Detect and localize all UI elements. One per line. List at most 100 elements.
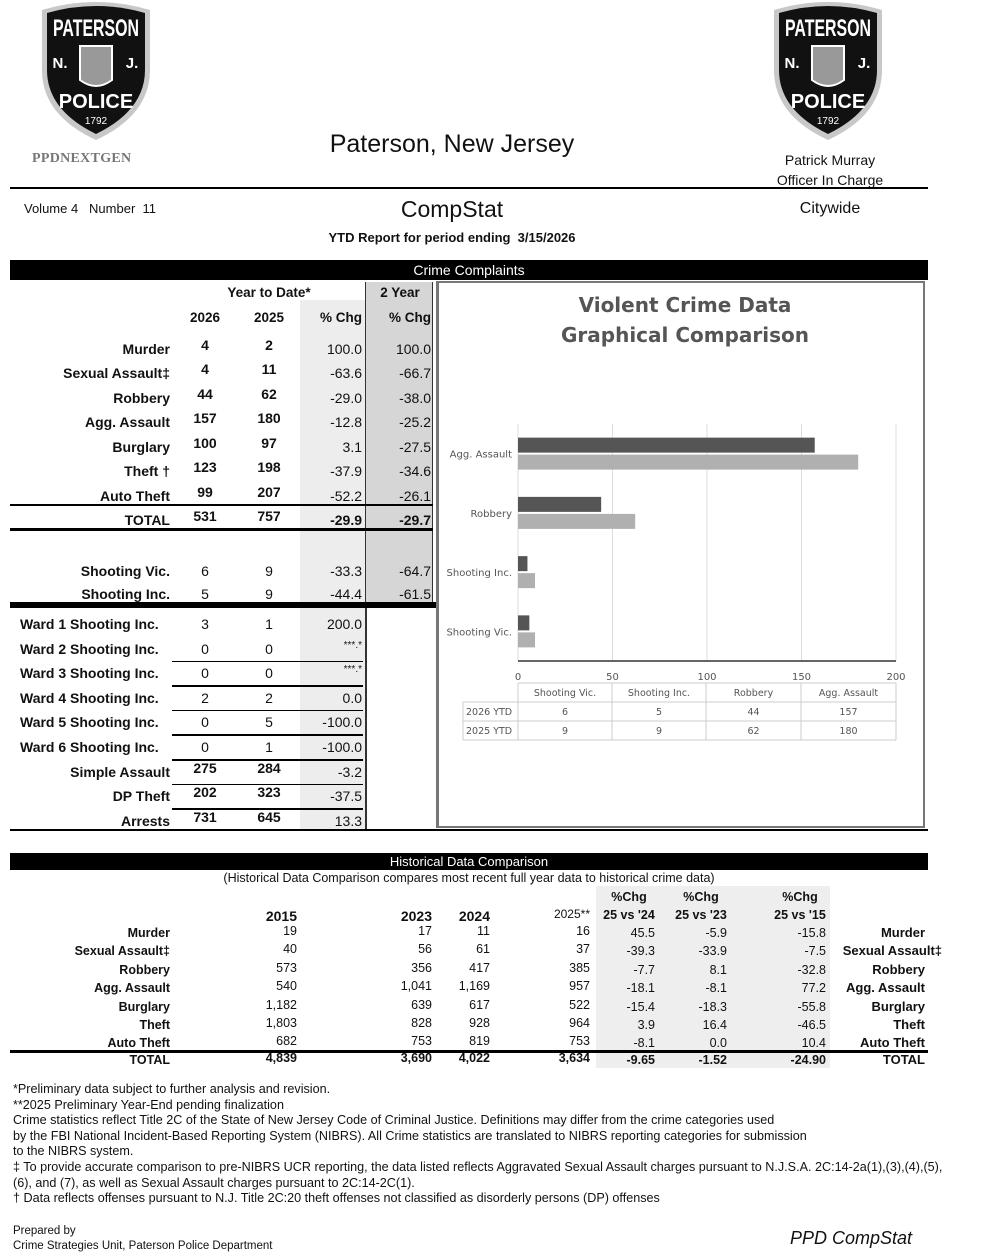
historical-pct-chg: -39.3 bbox=[626, 944, 656, 958]
value-2025: 11 bbox=[261, 361, 277, 377]
value-2026: 4 bbox=[201, 337, 209, 353]
historical-value: 639 bbox=[411, 998, 432, 1012]
ytd-group-header: Year to Date* bbox=[227, 285, 311, 300]
pct-chg: 13.3 bbox=[334, 812, 362, 829]
value-2025: 97 bbox=[261, 435, 277, 451]
footnote: *Preliminary data subject to further ana… bbox=[13, 1082, 331, 1096]
value-2026: 2 bbox=[201, 689, 209, 706]
two-year-pct-chg: -29.7 bbox=[399, 512, 431, 528]
category-label: Robbery bbox=[471, 509, 513, 520]
two-year-header: 2 Year bbox=[380, 285, 420, 300]
logo-text-right: J. bbox=[126, 55, 139, 72]
pct-chg: -33.3 bbox=[330, 563, 362, 579]
row-label: Murder bbox=[122, 341, 170, 357]
ppd-compstat-footer: PPD CompStat bbox=[790, 1228, 913, 1248]
historical-value: 964 bbox=[569, 1016, 590, 1030]
pct-chg: -63.6 bbox=[330, 365, 362, 381]
series-label: 2026 YTD bbox=[466, 707, 512, 718]
historical-row-label-right: Theft bbox=[893, 1017, 925, 1032]
chg-col-header-top: %Chg bbox=[782, 890, 818, 904]
row-label: Agg. Assault bbox=[84, 414, 170, 430]
category-label: Shooting Inc. bbox=[447, 568, 512, 579]
pct-chg: -29.0 bbox=[330, 390, 362, 406]
historical-value: 957 bbox=[569, 979, 590, 993]
value-2025: 2 bbox=[265, 337, 273, 353]
row-label: Ward 5 Shooting Inc. bbox=[20, 714, 159, 731]
bar-2026-ytd bbox=[518, 496, 602, 512]
two-year-pct-chg: -61.5 bbox=[399, 586, 431, 602]
pct-chg: 100.0 bbox=[326, 341, 362, 357]
value-2025: 9 bbox=[265, 586, 273, 602]
value-2025: 757 bbox=[257, 508, 281, 524]
historical-pct-chg: -9.65 bbox=[626, 1053, 656, 1067]
historical-pct-chg: 77.2 bbox=[801, 981, 826, 995]
table-value: 157 bbox=[839, 707, 857, 718]
two-year-pct-chg: -34.6 bbox=[399, 463, 431, 479]
value-2026: 0 bbox=[201, 665, 209, 682]
chart-title-line-1: Violent Crime Data bbox=[578, 293, 792, 317]
police-badge-logo-left: PATERSON N. J. POLICE 1792 bbox=[42, 2, 150, 140]
value-2026: 202 bbox=[193, 784, 217, 801]
logo-text-bottom: POLICE bbox=[59, 91, 133, 113]
chart-title-line-2: Graphical Comparison bbox=[560, 323, 810, 347]
historical-subtitle: (Historical Data Comparison compares mos… bbox=[223, 871, 715, 885]
prepared-by-label: Prepared by bbox=[13, 1225, 76, 1237]
value-2026: 123 bbox=[193, 459, 217, 475]
x-tick-label: 100 bbox=[697, 672, 716, 683]
historical-row-label-right: Murder bbox=[880, 925, 925, 940]
row-underline bbox=[172, 685, 363, 687]
historical-value: 56 bbox=[418, 942, 432, 956]
table-value: 62 bbox=[747, 726, 759, 737]
pct-chg: 200.0 bbox=[326, 616, 362, 632]
pct-chg: -37.5 bbox=[330, 788, 362, 805]
footnote: (6), and (7), as well as Sexual Assault … bbox=[13, 1175, 415, 1190]
historical-pct-chg: -55.8 bbox=[797, 1000, 827, 1014]
col-2026-header: 2026 bbox=[189, 310, 221, 325]
row-label: Ward 1 Shooting Inc. bbox=[20, 616, 159, 632]
row-label: Shooting Inc. bbox=[81, 586, 170, 602]
bar-2026-ytd bbox=[518, 615, 530, 631]
two-year-pct-chg-header: % Chg bbox=[389, 310, 431, 325]
historical-value: 19 bbox=[283, 924, 297, 938]
historical-value: 1,041 bbox=[400, 979, 432, 993]
historical-pct-chg: -46.5 bbox=[797, 1018, 827, 1032]
pct-chg: -3.2 bbox=[337, 763, 362, 780]
table-value: 6 bbox=[562, 707, 568, 718]
row-label: Robbery bbox=[113, 390, 170, 406]
historical-pct-chg: -8.1 bbox=[633, 1036, 655, 1050]
historical-value: 385 bbox=[569, 961, 590, 975]
chg-col-header-bottom: 25 vs '23 bbox=[675, 908, 727, 922]
historical-pct-chg: -24.90 bbox=[790, 1053, 826, 1067]
officer-title: Officer In Charge bbox=[776, 172, 884, 188]
historical-value: 37 bbox=[576, 942, 590, 956]
historical-row-label: Robbery bbox=[119, 963, 170, 977]
value-2026: 0 bbox=[201, 714, 209, 731]
row-underline bbox=[172, 734, 363, 736]
row-label: Ward 6 Shooting Inc. bbox=[20, 739, 159, 755]
pct-chg-header: % Chg bbox=[320, 310, 362, 325]
value-2026: 157 bbox=[193, 410, 217, 426]
chg-col-header-bottom: 25 vs '15 bbox=[774, 908, 826, 922]
historical-value: 4,022 bbox=[458, 1051, 490, 1065]
historical-header: Historical Data Comparison bbox=[10, 853, 928, 870]
historical-pct-chg: 8.1 bbox=[709, 963, 727, 977]
bar-2025-ytd bbox=[518, 632, 536, 648]
footnote: Crime statistics reflect Title 2C of the… bbox=[13, 1113, 775, 1128]
historical-value: 3,690 bbox=[400, 1051, 432, 1065]
historical-pct-chg: 0.0 bbox=[709, 1036, 727, 1050]
historical-value: 3,634 bbox=[558, 1051, 590, 1065]
historical-row-label: Burglary bbox=[118, 1000, 170, 1014]
two-year-pct-chg: -66.7 bbox=[399, 365, 431, 381]
volume-number: Volume 4 Number 11 bbox=[24, 201, 156, 216]
historical-value: 1,169 bbox=[458, 979, 490, 993]
crime-complaints-header: Crime Complaints bbox=[10, 260, 928, 280]
row-label: Theft † bbox=[124, 463, 170, 479]
row-underline bbox=[172, 783, 363, 786]
pct-chg: -29.9 bbox=[330, 512, 362, 528]
row-label: Auto Theft bbox=[100, 488, 170, 504]
row-label: Sexual Assault‡ bbox=[63, 365, 170, 381]
value-2025: 198 bbox=[257, 459, 281, 475]
report-title: CompStat bbox=[400, 196, 504, 222]
historical-value: 11 bbox=[477, 924, 490, 938]
x-tick-label: 200 bbox=[886, 672, 905, 683]
